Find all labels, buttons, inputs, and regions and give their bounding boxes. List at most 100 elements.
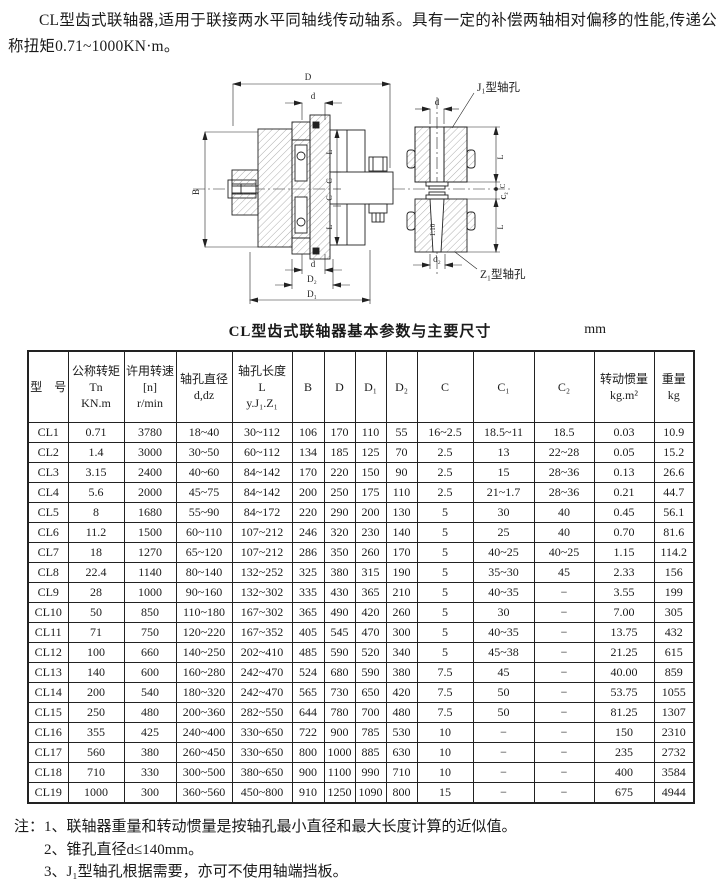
table-cell: 170 xyxy=(291,462,325,483)
table-cell: 1307 xyxy=(653,702,695,723)
table-cell: 0.03 xyxy=(593,422,655,443)
table-cell: 300 xyxy=(123,782,177,804)
table-cell: 1140 xyxy=(123,562,177,583)
table-cell: CL16 xyxy=(27,722,69,743)
table-cell: 18~40 xyxy=(175,422,233,443)
table-cell: 167~302 xyxy=(231,602,293,623)
column-header: C xyxy=(416,350,474,423)
table-cell: 1.15 xyxy=(593,542,655,563)
table-cell: − xyxy=(533,682,595,703)
table-cell: 80~140 xyxy=(175,562,233,583)
table-cell: 81.6 xyxy=(653,522,695,543)
table-cell: 2400 xyxy=(123,462,177,483)
table-cell: CL1 xyxy=(27,422,69,443)
table-cell: 450~800 xyxy=(231,782,293,804)
table-cell: − xyxy=(472,782,535,804)
table-cell: 3.15 xyxy=(67,462,125,483)
table-cell: 0.05 xyxy=(593,442,655,463)
note-line-3: 3、J₁型轴孔根据需要，亦可不使用轴端挡板。 xyxy=(44,861,725,884)
table-cell: 106 xyxy=(291,422,325,443)
left-view-dim-labels: D d B L C C L d D₂ D₁ xyxy=(191,72,334,299)
table-cell: 2.33 xyxy=(593,562,655,583)
table-cell: CL13 xyxy=(27,662,69,683)
table-cell: 30~50 xyxy=(175,442,233,463)
table-cell: 10 xyxy=(416,762,474,783)
table-cell: CL8 xyxy=(27,562,69,583)
table-cell: 425 xyxy=(123,722,177,743)
table-cell: 132~252 xyxy=(231,562,293,583)
dim-C2-gap-label: C₂ xyxy=(500,192,508,199)
table-cell: 40 xyxy=(533,522,595,543)
table-cell: 340 xyxy=(385,642,418,663)
dim-C-lower-label: C xyxy=(325,195,334,200)
column-header: 型 号 xyxy=(27,350,69,423)
table-cell: 590 xyxy=(354,662,387,683)
table-cell: 1270 xyxy=(123,542,177,563)
table-cell: 3000 xyxy=(123,442,177,463)
table-cell: 30~112 xyxy=(231,422,293,443)
table-cell: 100 xyxy=(67,642,125,663)
table-cell: 22~28 xyxy=(533,442,595,463)
table-cell: 3584 xyxy=(653,762,695,783)
right-view-hubs xyxy=(406,97,476,277)
table-cell: 7.00 xyxy=(593,602,655,623)
table-cell: 45 xyxy=(533,562,595,583)
table-cell: 10 xyxy=(416,722,474,743)
technical-drawing: D d B L C C L d D₂ D₁ xyxy=(0,62,725,314)
table-cell: 420 xyxy=(354,602,387,623)
table-cell: 330~650 xyxy=(231,722,293,743)
table-cell: 380~650 xyxy=(231,762,293,783)
table-row: CL6 11.2 1500 60~110 107~212 246 320 230 140 5 25 4… xyxy=(27,522,695,543)
table-cell: 750 xyxy=(123,622,177,643)
note-item-3: 3、J₁型轴孔根据需要，亦可不使用轴端挡板。 xyxy=(44,864,348,880)
table-cell: CL5 xyxy=(27,502,69,523)
table-cell: 615 xyxy=(653,642,695,663)
table-cell: 350 xyxy=(323,542,356,563)
table-cell: 230 xyxy=(354,522,387,543)
table-cell: CL14 xyxy=(27,682,69,703)
table-cell: 13 xyxy=(472,442,535,463)
table-cell: CL4 xyxy=(27,482,69,503)
table-cell: 480 xyxy=(385,702,418,723)
table-cell: 2.5 xyxy=(416,462,474,483)
dim-d-top-label: d xyxy=(311,91,316,101)
table-cell: 250 xyxy=(323,482,356,503)
table-row: CL18 710 330 300~500 380~650 900 1100 990 710 10−… xyxy=(27,762,695,783)
table-cell: 40~60 xyxy=(175,462,233,483)
table-cell: CL9 xyxy=(27,582,69,603)
coupling-section-drawing: D d B L C C L d D₂ D₁ xyxy=(191,72,526,304)
dim-C-upper-label: C xyxy=(325,178,334,183)
table-cell: 885 xyxy=(354,742,387,763)
note-line-1: 注：1、联轴器重量和转动惯量是按轴孔最小直径和最大长度计算的近似值。 xyxy=(14,816,725,839)
column-header: C₂ xyxy=(533,350,595,423)
table-cell: 134 xyxy=(291,442,325,463)
table-cell: 71 xyxy=(67,622,125,643)
notes-block: 注：1、联轴器重量和转动惯量是按轴孔最小直径和最大长度计算的近似值。 2、锥孔直… xyxy=(14,816,725,884)
table-cell: 130 xyxy=(385,502,418,523)
table-cell: 5 xyxy=(416,582,474,603)
column-header: 公称转矩 Tn KN.m xyxy=(67,350,125,423)
column-header: 轴孔直径 d,dz xyxy=(175,350,233,423)
table-cell: 1.4 xyxy=(67,442,125,463)
table-cell: 1090 xyxy=(354,782,387,804)
table-cell: 26.6 xyxy=(653,462,695,483)
table-cell: 30 xyxy=(472,502,535,523)
table-cell: 1055 xyxy=(653,682,695,703)
table-cell: 150 xyxy=(354,462,387,483)
table-cell: 305 xyxy=(653,602,695,623)
table-cell: 5 xyxy=(416,562,474,583)
table-cell: 5 xyxy=(416,642,474,663)
table-cell: 3.55 xyxy=(593,582,655,603)
table-cell: 170 xyxy=(323,422,356,443)
table-cell: 242~470 xyxy=(231,662,293,683)
table-cell: 35~30 xyxy=(472,562,535,583)
table-cell: 7.5 xyxy=(416,702,474,723)
table-cell: 180~320 xyxy=(175,682,233,703)
table-cell: 260~450 xyxy=(175,742,233,763)
table-cell: 4944 xyxy=(653,782,695,804)
table-cell: 175 xyxy=(354,482,387,503)
table-cell: 430 xyxy=(323,582,356,603)
table-cell: CL3 xyxy=(27,462,69,483)
